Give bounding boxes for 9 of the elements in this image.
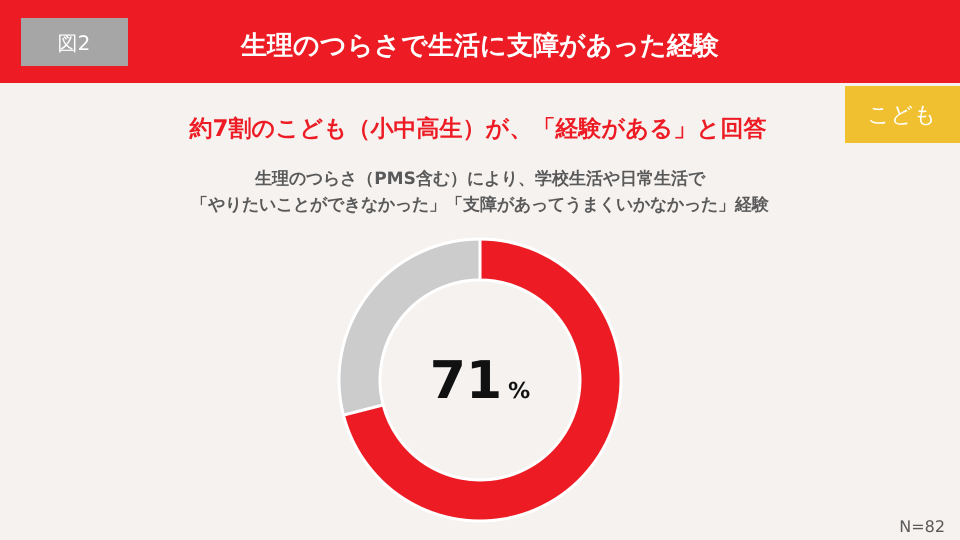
data-label: 71% (430, 351, 530, 411)
donut-slice (342, 238, 622, 522)
caption: 図2 (58, 31, 90, 55)
text: こども (868, 103, 936, 128)
text: 生理のつらさ（PMS含む）により、学校生活や日常生活で (254, 169, 706, 189)
text: 「やりたいことができなかった」「支障があってうまくいかなかった」経験 (191, 195, 770, 215)
chart-title: 生理のつらさで生活に支障があった経験 (240, 31, 720, 61)
chart-subtitle: 約7割のこども（小中高生）が、「経験がある」と回答 (188, 115, 767, 142)
text: N=82 (899, 517, 945, 536)
